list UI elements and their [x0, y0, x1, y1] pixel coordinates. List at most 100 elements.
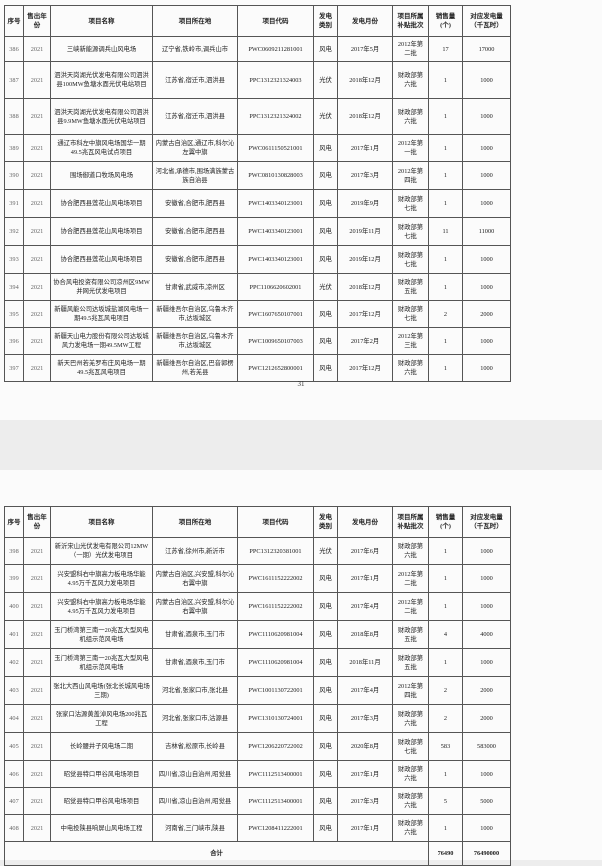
cell-index: 390: [4, 161, 24, 190]
cell-project-name: 协合肥西县莲花山风电场项目: [50, 245, 153, 274]
cell-location: 甘肃省,武威市,凉州区: [152, 273, 238, 301]
column-header-energy: 对应发电量（千瓦时）: [462, 506, 511, 538]
cell-project-name: 昭觉县特口甲谷风电场项目: [50, 787, 153, 815]
cell-energy: 11000: [462, 217, 511, 246]
cell-quantity: 2: [428, 704, 463, 733]
cell-month: 2017年4月: [337, 592, 393, 621]
cell-project-name: 协合肥西县莲花山风电场项目: [50, 217, 153, 246]
cell-type: 风电: [313, 36, 338, 62]
table-row: 406 2021 昭觉县特口甲谷风电场项目 四川省,凉山自治州,昭觉县 PWC11125…: [4, 760, 511, 788]
table-row: 403 2021 张北大西山风电场(张北长城风电场三期) 河北省,张家口市,张北县 PW…: [4, 676, 511, 705]
cell-quantity: 1: [428, 189, 463, 218]
cell-quantity: 1: [428, 814, 463, 842]
cell-month: 2018年12月: [337, 61, 393, 99]
cell-batch: 2012年第一批: [392, 134, 429, 162]
column-header-month: 发电月份: [337, 5, 393, 37]
cell-energy: 1000: [462, 61, 511, 99]
table-row: 389 2021 通辽市科左中旗风电场国华一期49.5兆瓦风电试点项目 内蒙古自治区,…: [4, 134, 511, 162]
cell-index: 392: [4, 217, 24, 246]
cell-type: 风电: [313, 620, 338, 649]
cell-index: 401: [4, 620, 24, 649]
cell-location: 新疆维吾尔自治区,乌鲁木齐市,达坂城区: [152, 327, 238, 355]
cell-project-code: PWC1112513400001: [237, 760, 314, 788]
cell-type: 风电: [313, 327, 338, 355]
cell-index: 408: [4, 814, 24, 842]
cell-batch: 财政部第六批: [392, 814, 429, 842]
page-number: 31: [297, 380, 305, 388]
cell-year: 2021: [23, 814, 51, 842]
cell-project-code: PPC1312321324003: [237, 61, 314, 99]
cell-batch: 财政部第七批: [392, 217, 429, 246]
cell-year: 2021: [23, 273, 51, 301]
cell-month: 2017年1月: [337, 760, 393, 788]
cell-year: 2021: [23, 732, 51, 761]
column-header-location: 项目所在地: [152, 5, 238, 37]
cell-project-name: 协合风电投资有限公司凉州区9MW并网光伏发电项目: [50, 273, 153, 301]
cell-batch: 财政部第六批: [392, 537, 429, 565]
cell-month: 2018年8月: [337, 620, 393, 649]
cell-project-code: PWC1607650107001: [237, 300, 314, 328]
cell-batch: 财政部第七批: [392, 732, 429, 761]
cell-month: 2018年11月: [337, 648, 393, 677]
cell-batch: 财政部第六批: [392, 704, 429, 733]
cell-quantity: 1: [428, 98, 463, 135]
cell-year: 2021: [23, 564, 51, 593]
cell-location: 内蒙古自治区,兴安盟,科尔沁右翼中旗: [152, 564, 238, 593]
cell-location: 内蒙古自治区,通辽市,科尔沁左翼中旗: [152, 134, 238, 162]
cell-energy: 1000: [462, 189, 511, 218]
cell-month: 2017年5月: [337, 36, 393, 62]
table-row: 397 2021 新天巴州若羌罗布庄风电场一期49.5兆瓦风电项目 新疆维吾尔自治区,…: [4, 354, 511, 382]
cell-energy: 2000: [462, 704, 511, 733]
cell-location: 辽宁省,铁岭市,调兵山市: [152, 36, 238, 62]
column-header-index: 序号: [4, 5, 24, 37]
cell-energy: 1000: [462, 273, 511, 301]
cell-quantity: 1: [428, 134, 463, 162]
cell-energy: 1000: [462, 592, 511, 621]
cell-year: 2021: [23, 592, 51, 621]
cell-year: 2021: [23, 676, 51, 705]
cell-index: 394: [4, 273, 24, 301]
column-header-year: 售出年份: [23, 506, 51, 538]
cell-month: 2017年1月: [337, 564, 393, 593]
cell-project-name: 张北大西山风电场(张北长城风电场三期): [50, 676, 153, 705]
cell-year: 2021: [23, 537, 51, 565]
cell-batch: 2012年第四批: [392, 161, 429, 190]
cell-type: 风电: [313, 245, 338, 274]
column-header-quantity: 销售量(个): [428, 5, 463, 37]
column-header-batch: 项目所属补贴批次: [392, 506, 429, 538]
cell-year: 2021: [23, 327, 51, 355]
cell-type: 风电: [313, 189, 338, 218]
cell-quantity: 17: [428, 36, 463, 62]
cell-index: 405: [4, 732, 24, 761]
cell-project-name: 三峡新能源调兵山风电场: [50, 36, 153, 62]
column-header-year: 售出年份: [23, 5, 51, 37]
cell-batch: 财政部第七批: [392, 245, 429, 274]
cell-year: 2021: [23, 300, 51, 328]
column-header-quantity: 销售量(个): [428, 506, 463, 538]
table-row: 390 2021 围场御道口牧场风电场 河北省,承德市,围场满族蒙古族自治县 PWC08…: [4, 161, 511, 190]
cell-index: 407: [4, 787, 24, 815]
column-header-type: 发电类别: [313, 506, 338, 538]
cell-project-name: 泗洪天岗湖光伏发电有限公司泗洪县100MW鱼塘水面光伏电站项目: [50, 61, 153, 99]
certificate-sales-table-page-2: 序号 售出年份 项目名称 项目所在地 项目代码 发电类别 发电月份 项目所属补贴批次 销售量(个…: [4, 506, 511, 866]
cell-month: 2017年1月: [337, 814, 393, 842]
cell-year: 2021: [23, 760, 51, 788]
cell-project-code: PWC1110620981004: [237, 648, 314, 677]
cell-project-code: PWC1611152222002: [237, 592, 314, 621]
cell-energy: 2000: [462, 676, 511, 705]
column-header-project-name: 项目名称: [50, 5, 153, 37]
column-header-project-name: 项目名称: [50, 506, 153, 538]
cell-location: 甘肃省,酒泉市,玉门市: [152, 648, 238, 677]
cell-project-code: PWC1403340123001: [237, 189, 314, 218]
cell-quantity: 1: [428, 354, 463, 382]
cell-location: 四川省,凉山自治州,昭觉县: [152, 787, 238, 815]
column-header-energy: 对应发电量（千瓦时）: [462, 5, 511, 37]
header-row: 序号 售出年份 项目名称 项目所在地 项目代码 发电类别 发电月份 项目所属补贴批次 销售量(个…: [4, 5, 511, 37]
cell-project-name: 中电投陕县响屏山风电场工程: [50, 814, 153, 842]
cell-location: 甘肃省,酒泉市,玉门市: [152, 620, 238, 649]
table-row: 388 2021 泗洪天岗湖光伏发电有限公司泗洪县9.9MW鱼塘水面光伏电站项目 江苏…: [4, 98, 511, 135]
cell-type: 风电: [313, 217, 338, 246]
cell-index: 402: [4, 648, 24, 677]
cell-batch: 2012年第二批: [392, 564, 429, 593]
cell-year: 2021: [23, 217, 51, 246]
